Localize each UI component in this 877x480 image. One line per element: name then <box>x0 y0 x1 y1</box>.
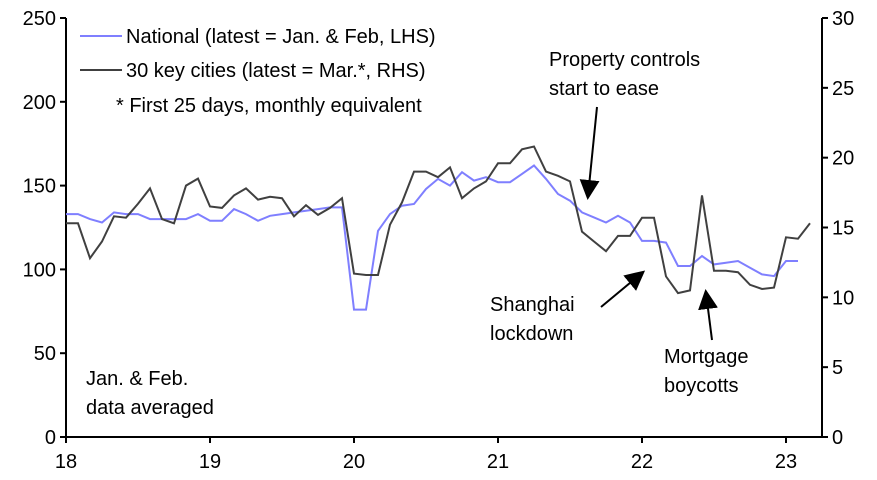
right-tick-label: 25 <box>832 78 854 100</box>
legend-cities: 30 key cities (latest = Mar.*, RHS) <box>126 60 426 82</box>
right-tick-label: 0 <box>832 427 843 449</box>
right-tick-label: 20 <box>832 148 854 170</box>
x-tick-label: 18 <box>55 451 77 473</box>
annotation-mortgage-2: boycotts <box>664 375 738 397</box>
annotation-shanghai-1: Shanghai <box>490 294 575 316</box>
series-line-national <box>66 164 798 311</box>
right-tick-label: 10 <box>832 287 854 309</box>
legend-note: * First 25 days, monthly equivalent <box>116 95 422 117</box>
x-tick-label: 19 <box>199 451 221 473</box>
x-tick-label: 23 <box>775 451 797 473</box>
arrow-shanghai <box>600 270 646 308</box>
right-tick-label: 30 <box>832 8 854 30</box>
series-line-30-cities <box>66 145 811 295</box>
arrow-property <box>579 106 600 200</box>
x-tick-label: 21 <box>487 451 509 473</box>
left-tick-label: 200 <box>23 92 56 114</box>
legend-national: National (latest = Jan. & Feb, LHS) <box>126 26 436 48</box>
annotation-property-2: start to ease <box>549 78 659 100</box>
annotation-janfeb-2: data averaged <box>86 397 214 419</box>
annotation-mortgage-1: Mortgage <box>664 346 749 368</box>
left-tick-label: 150 <box>23 176 56 198</box>
left-tick-label: 0 <box>45 427 56 449</box>
left-tick-label: 50 <box>34 343 56 365</box>
right-tick-label: 5 <box>832 357 843 379</box>
right-tick-label: 15 <box>832 218 854 240</box>
annotation-shanghai-2: lockdown <box>490 323 573 345</box>
left-tick-label: 100 <box>23 259 56 281</box>
left-tick-label: 250 <box>23 8 56 30</box>
annotation-property-1: Property controls <box>549 49 700 71</box>
arrow-mortgage <box>698 289 718 341</box>
x-tick-label: 20 <box>343 451 365 473</box>
x-tick-label: 22 <box>631 451 653 473</box>
annotation-janfeb-1: Jan. & Feb. <box>86 368 188 390</box>
